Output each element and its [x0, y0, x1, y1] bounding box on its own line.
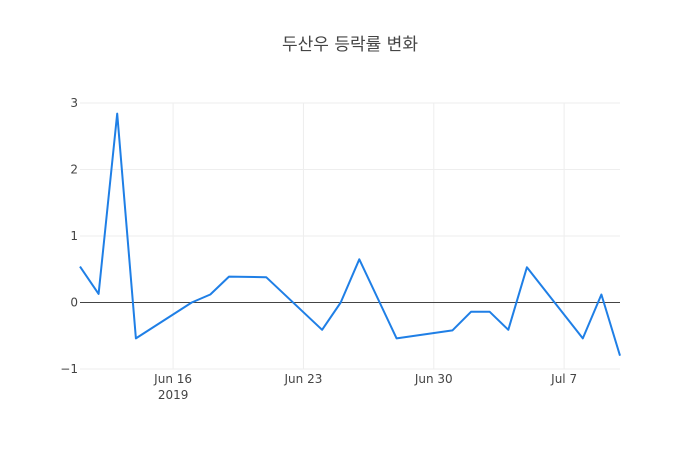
series-line: [79, 112, 621, 356]
x-tick-year-label: 2019: [158, 388, 189, 402]
chart-title: 두산우 등락률 변화: [282, 35, 418, 55]
x-tick-label: Jun 23: [284, 372, 323, 386]
x-axis-ticks: Jun 16 2019 Jun 23 Jun 30 Jul 7: [153, 372, 577, 402]
gridlines: [80, 102, 620, 370]
x-tick-label: Jun 30: [414, 372, 453, 386]
y-axis-ticks: −1 0 1 2 3: [60, 96, 78, 376]
y-tick-label: 2: [70, 163, 78, 177]
y-tick-label: −1: [60, 362, 78, 376]
x-tick-label: Jun 16: [153, 372, 192, 386]
x-tick-label: Jul 7: [550, 372, 577, 386]
y-tick-label: 0: [70, 296, 78, 310]
y-tick-label: 1: [70, 229, 78, 243]
y-tick-label: 3: [70, 96, 78, 110]
